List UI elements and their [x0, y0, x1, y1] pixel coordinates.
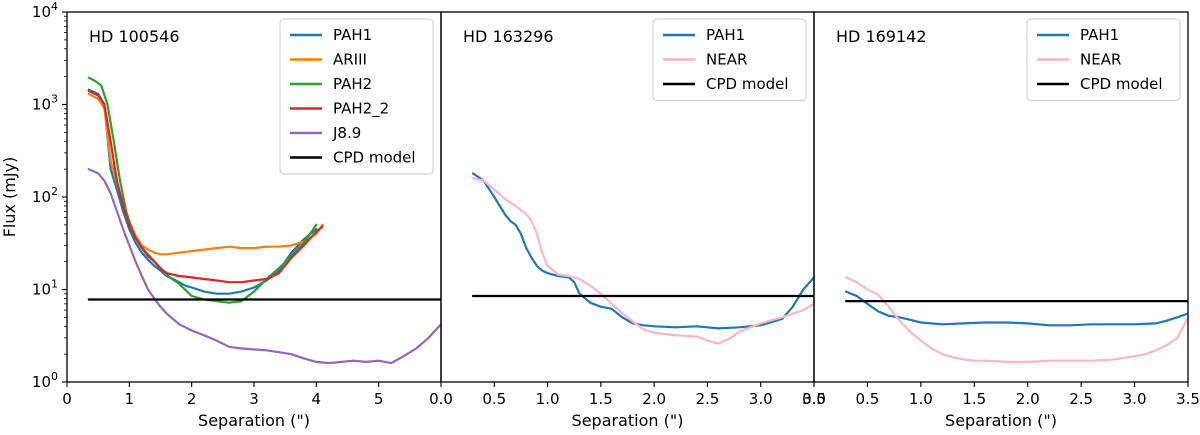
series-line-near: [844, 276, 1188, 363]
series-line-pah2-2: [87, 89, 324, 284]
panel-1: 0 1 2 3 4 5 Separation (") HD 100546 100 101 102 10…: [0, 0, 442, 430]
y-tick-label: 100: [32, 370, 58, 391]
legend: PAH1 NEAR CPD model: [652, 18, 807, 101]
x-axis-label: Separation ("): [945, 411, 1057, 430]
legend-label: CPD model: [333, 149, 416, 167]
series-line-near: [471, 177, 814, 345]
legend-box: [1026, 18, 1181, 101]
legend: PAH1 ARIII PAH2 PAH2_2 J8.9 CPD model: [279, 18, 434, 175]
x-tick-label: 1.0: [909, 390, 933, 408]
legend-label: PAH2: [333, 75, 372, 93]
x-tick-label: 2.5: [1069, 390, 1093, 408]
series-line-pah1: [471, 172, 814, 330]
x-tick-label: 3.5: [802, 390, 826, 408]
legend-label: CPD model: [1080, 75, 1163, 93]
x-tick-label: 0.5: [482, 390, 506, 408]
y-axis-label: Flux (mJy): [0, 157, 19, 238]
y-tick-label: 101: [32, 278, 58, 299]
x-tick-label: 5: [374, 390, 384, 408]
legend-label: PAH1: [333, 26, 372, 44]
legend-label: PAH1: [1080, 26, 1119, 44]
legend-label: PAH1: [706, 26, 745, 44]
panel-title: HD 169142: [836, 27, 927, 46]
series-group: [471, 172, 814, 345]
panel-3: 0.0 0.5 1.0 1.5 2.0 2.5 3.0 3.5 Separation (") HD…: [802, 11, 1200, 430]
series-group: [87, 76, 441, 365]
x-tick-label: 2.0: [1016, 390, 1040, 408]
x-tick-label: 4: [312, 390, 322, 408]
x-tick-label: 0: [62, 390, 72, 408]
series-line-pah1: [844, 290, 1188, 327]
series-line-j8-9: [87, 168, 441, 365]
panel-title: HD 163296: [463, 27, 554, 46]
legend-box: [279, 18, 434, 175]
x-tick-label: 1: [125, 390, 135, 408]
x-axis-label: Separation ("): [572, 411, 684, 430]
y-tick-label: 104: [32, 0, 58, 21]
x-tick-label: 0.0: [429, 390, 453, 408]
y-tick-label: 103: [32, 93, 58, 114]
x-tick-label: 2.5: [695, 390, 719, 408]
x-tick-label: 0.5: [855, 390, 879, 408]
legend-box: [652, 18, 807, 101]
panel-2: 0.0 0.5 1.0 1.5 2.0 2.5 3.0 3.5 Separation (") HD…: [429, 11, 826, 430]
y-tick-label: 102: [32, 185, 58, 206]
x-tick-label: 1.5: [589, 390, 613, 408]
x-tick-label: 3.0: [1123, 390, 1147, 408]
legend-label: PAH2_2: [333, 100, 389, 119]
x-tick-label: 2.0: [642, 390, 666, 408]
legend-label: ARIII: [333, 51, 367, 69]
axes-frame: [813, 11, 1189, 383]
panel-title: HD 100546: [89, 27, 180, 46]
legend: PAH1 NEAR CPD model: [1026, 18, 1181, 101]
x-tick-label: 3.0: [749, 390, 773, 408]
x-tick-label: 1.0: [536, 390, 560, 408]
legend-label: J8.9: [332, 124, 361, 142]
x-tick-label: 2: [187, 390, 197, 408]
series-group: [844, 276, 1188, 363]
x-tick-label: 0.0: [802, 390, 826, 408]
x-axis-label: Separation ("): [198, 411, 310, 430]
x-tick-label: 3: [249, 390, 259, 408]
legend-label: CPD model: [706, 75, 789, 93]
x-tick-label: 3.5: [1176, 390, 1200, 408]
legend-label: NEAR: [706, 51, 747, 69]
legend-label: NEAR: [1080, 51, 1121, 69]
x-tick-label: 1.5: [962, 390, 986, 408]
